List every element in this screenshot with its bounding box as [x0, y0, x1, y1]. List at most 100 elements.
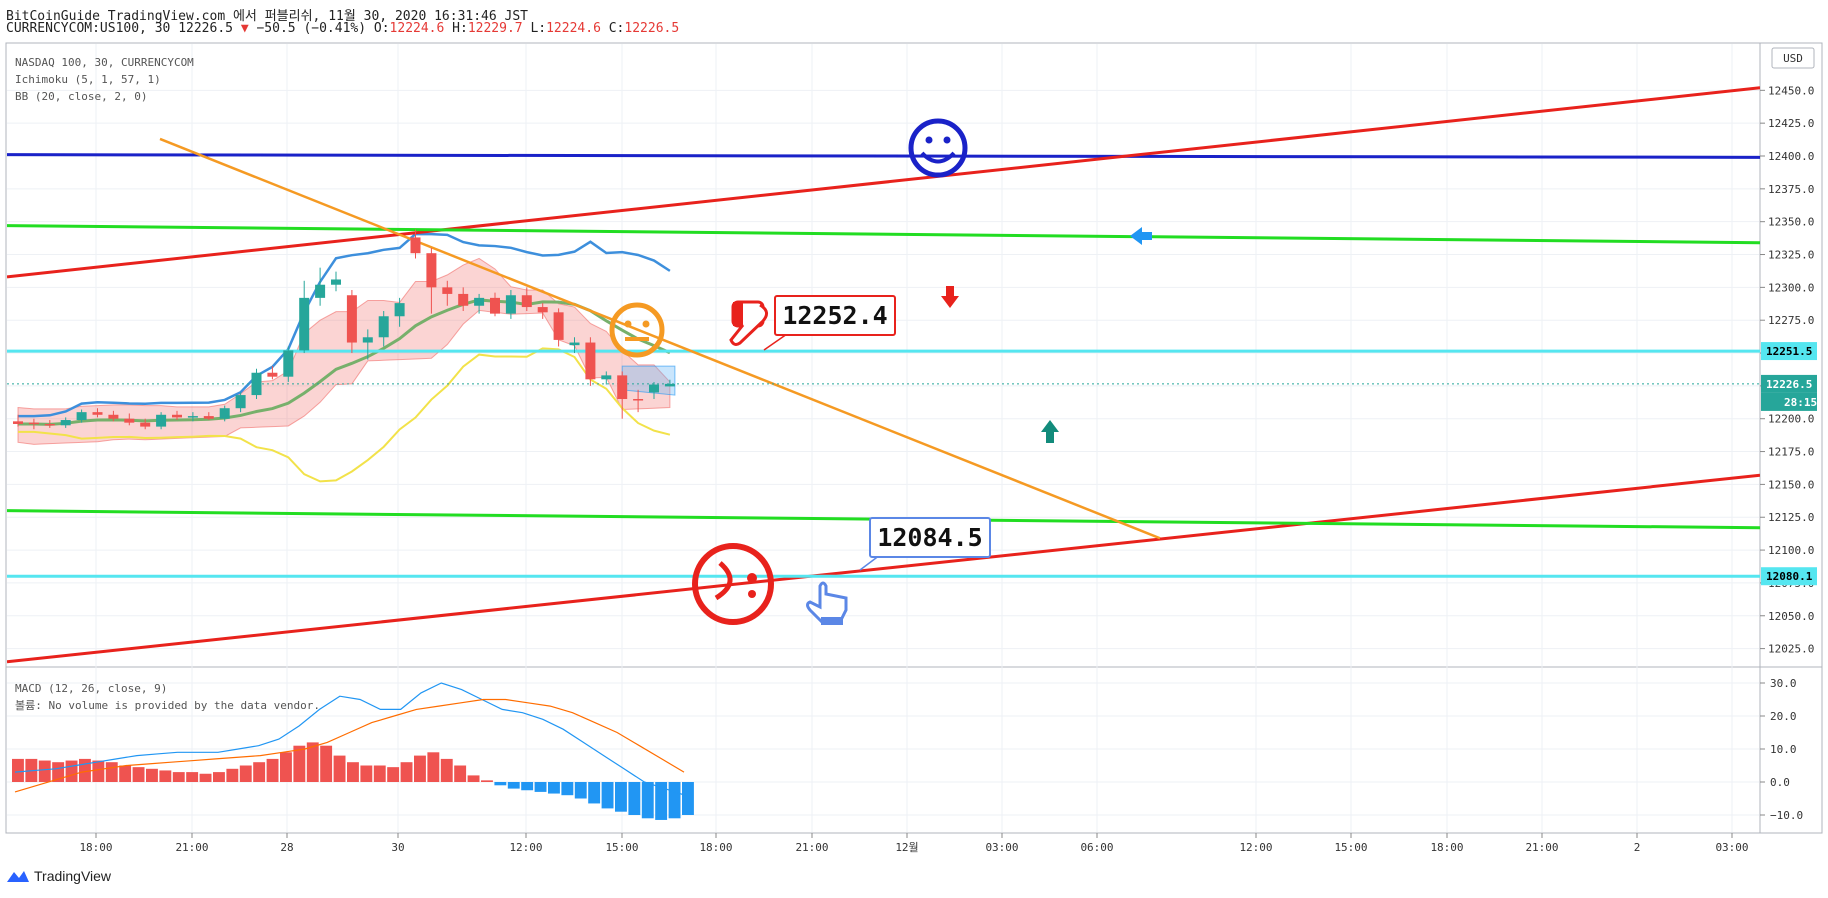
legend-bb: BB (20, close, 2, 0) — [15, 90, 147, 103]
dizzy-face-icon[interactable] — [692, 543, 774, 625]
last-price: 12226.5 — [178, 21, 233, 36]
candle-body — [490, 297, 500, 314]
low-value: 12224.6 — [546, 21, 601, 36]
candle-body — [13, 421, 23, 424]
time-axis: 18:00 21:00 28 30 12:00 15:00 18:00 21:00 12월 03:… — [79, 833, 1749, 854]
macd-histogram-bar — [481, 780, 493, 782]
macd-line — [14, 682, 686, 796]
ichimoku-cloud-future — [621, 365, 676, 396]
legend-macd: MACD (12, 26, close, 9) — [15, 682, 167, 695]
macd-histogram-bar — [347, 762, 359, 782]
channel-upper-red — [7, 86, 1760, 279]
arrow-up-icon[interactable] — [1041, 420, 1059, 443]
price-tick-label: 12100.0 — [1768, 544, 1814, 557]
candle-body — [553, 312, 564, 340]
price-tick-label: 12300.0 — [1768, 281, 1814, 294]
legend-symbol: NASDAQ 100, 30, CURRENCYCOM — [15, 56, 194, 69]
symbol-label: CURRENCYCOM:US100, 30 — [6, 21, 171, 36]
time-tick-label: 06:00 — [1080, 841, 1113, 854]
candle-body — [394, 303, 405, 317]
macd-histogram-bar — [601, 782, 614, 809]
macd-histogram-bar — [159, 770, 172, 782]
macd-histogram-bar — [360, 765, 373, 782]
arrow-down-icon[interactable] — [941, 286, 959, 308]
macd-histogram-bar — [199, 773, 212, 782]
candle-body — [569, 342, 580, 346]
price-tick-label: 12400.0 — [1768, 150, 1814, 163]
time-tick-label: 03:00 — [1715, 841, 1748, 854]
candle-body — [92, 412, 103, 415]
candle-body — [76, 412, 87, 421]
time-tick-label: 15:00 — [605, 841, 638, 854]
macd-histogram-bar — [105, 762, 118, 782]
countdown-bg — [1761, 392, 1817, 411]
callout-12084[interactable]: 12084.5 — [859, 517, 991, 571]
macd-histogram-bar — [119, 765, 132, 782]
arrow-left-icon[interactable] — [1130, 227, 1152, 245]
macd-histogram-bar — [293, 745, 306, 782]
price-label: 12251.5 — [1766, 345, 1812, 358]
macd-histogram-bar — [333, 755, 346, 782]
macd-histogram-bar — [132, 767, 145, 782]
candle-body — [442, 287, 453, 294]
price-tick-label: 12200.0 — [1768, 413, 1814, 426]
candle-body — [617, 375, 628, 400]
time-tick-label: 21:00 — [795, 841, 828, 854]
macd-histogram-bar — [79, 758, 91, 782]
trendlines[interactable] — [7, 86, 1760, 664]
candle-body — [474, 297, 485, 306]
time-tick-label: 2 — [1634, 841, 1641, 854]
macd-tick-label: −10.0 — [1770, 809, 1803, 822]
macd-histogram-bar — [494, 782, 507, 786]
macd-histogram-bar — [588, 782, 601, 804]
candle-body — [60, 420, 71, 426]
neutral-face-icon[interactable] — [609, 302, 665, 358]
pointing-hand-up-icon[interactable] — [806, 581, 848, 625]
currency-button[interactable]: USD — [1771, 47, 1815, 69]
svg-text:USD: USD — [1783, 52, 1803, 65]
macd-histogram-bar — [521, 782, 534, 791]
smiley-face-icon[interactable] — [908, 118, 968, 178]
price-label-bg — [1761, 342, 1817, 361]
candle-body — [251, 372, 262, 396]
macd-histogram-bar — [400, 762, 413, 782]
price-tick-label: 12450.0 — [1768, 84, 1814, 97]
candle-body — [633, 399, 644, 401]
svg-text:12084.5: 12084.5 — [877, 523, 982, 552]
macd-axis: 30.0 20.0 10.0 0.0 −10.0 — [1760, 677, 1803, 822]
resistance-line-blue — [7, 153, 1760, 159]
candle-body — [378, 316, 389, 338]
time-tick-label: 12:00 — [509, 841, 542, 854]
price-tick-label: 12050.0 — [1768, 610, 1814, 623]
price-tick-label: 12125.0 — [1768, 511, 1814, 524]
down-arrow-icon: ▼ — [240, 21, 249, 36]
macd-histogram-bar — [387, 767, 400, 782]
macd-histogram-bar — [668, 782, 681, 819]
footer-brand[interactable]: TradingView — [6, 868, 111, 884]
price-tick-label: 12425.0 — [1768, 117, 1814, 130]
candle-body — [649, 384, 659, 393]
macd-histogram-bar — [65, 760, 78, 782]
price-change: −50.5 (−0.41%) — [256, 21, 367, 36]
macd-histogram-bar — [172, 772, 185, 782]
candle-body — [172, 414, 182, 418]
time-tick-label: 18:00 — [699, 841, 732, 854]
macd-histogram-bar — [373, 765, 386, 782]
close-value: 12226.5 — [624, 21, 680, 36]
macd-histogram-bar — [534, 782, 547, 792]
candle-body — [601, 375, 612, 380]
candle-body — [156, 414, 167, 427]
candle-body — [426, 253, 437, 288]
macd-histogram-bar — [548, 782, 560, 794]
price-tick-label: 12175.0 — [1768, 446, 1814, 459]
time-tick-label: 21:00 — [1525, 841, 1558, 854]
price-tick-label: 12025.0 — [1768, 643, 1814, 656]
macd-histogram-bar — [615, 782, 627, 812]
callout-12252[interactable]: 12252.4 — [763, 295, 896, 351]
candle-body — [108, 414, 119, 419]
pointing-hand-down-icon[interactable] — [729, 300, 768, 346]
candle-body — [664, 383, 675, 387]
macd-histogram-bar — [52, 762, 65, 782]
macd-histogram-bar — [38, 760, 51, 782]
